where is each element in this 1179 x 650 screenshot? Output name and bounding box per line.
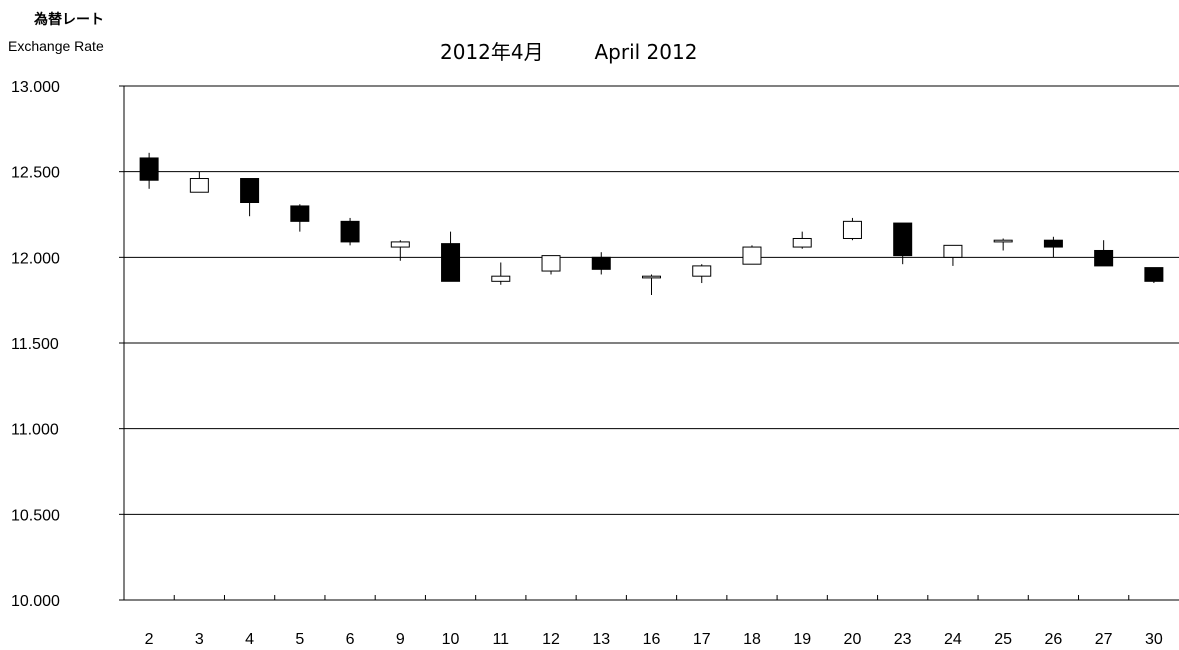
candle-body-up <box>692 265 712 277</box>
y-axis-label-japanese: 為替レート <box>34 12 104 28</box>
y-tick-label: 13.000 <box>11 79 60 96</box>
candle-body-down <box>139 157 159 181</box>
chart-title-english: April 2012 <box>594 40 698 64</box>
candle-body-down <box>1043 239 1063 248</box>
candle-body-up <box>541 255 561 272</box>
x-tick-label: 16 <box>643 631 661 648</box>
candle-body-down <box>290 205 310 222</box>
x-tick-label: 11 <box>492 631 509 648</box>
candle-body-up <box>189 178 209 193</box>
candle-body-up <box>842 220 862 239</box>
x-tick-label: 9 <box>396 631 405 648</box>
y-tick-label: 12.500 <box>11 165 60 182</box>
x-tick-label: 23 <box>894 631 912 648</box>
x-tick-label: 19 <box>793 631 811 648</box>
candle-body-up <box>390 241 410 248</box>
x-tick-label: 13 <box>592 631 610 648</box>
candle-body-up <box>993 239 1013 243</box>
candle-body-down <box>1144 267 1164 282</box>
x-tick-label: 20 <box>844 631 862 648</box>
x-tick-label: 27 <box>1095 631 1113 648</box>
candle-body-up <box>491 275 511 282</box>
y-axis-label-english: Exchange Rate <box>8 38 104 54</box>
x-tick-label: 30 <box>1145 631 1163 648</box>
y-tick-label: 10.000 <box>11 593 60 610</box>
candle-body-down <box>340 220 360 243</box>
y-tick-label: 10.500 <box>11 507 60 524</box>
x-tick-label: 26 <box>1045 631 1063 648</box>
x-tick-label: 25 <box>994 631 1012 648</box>
x-tick-label: 18 <box>743 631 761 648</box>
y-tick-label: 11.000 <box>11 422 59 439</box>
x-tick-label: 4 <box>245 631 254 648</box>
x-tick-label: 12 <box>542 631 560 648</box>
y-tick-label: 11.500 <box>11 336 59 353</box>
x-tick-label: 3 <box>195 631 204 648</box>
x-tick-label: 6 <box>346 631 355 648</box>
x-tick-label: 17 <box>693 631 711 648</box>
x-tick-label: 24 <box>944 631 962 648</box>
candle-body-down <box>591 256 611 270</box>
candle-body-down <box>1094 249 1114 267</box>
candle-body-up <box>943 244 963 258</box>
chart-title: 2012年4月 April 2012 <box>440 36 697 65</box>
candle-body-down <box>893 222 913 257</box>
x-tick-label: 10 <box>442 631 460 648</box>
candle-body-down <box>441 243 461 282</box>
candle-body-down <box>240 178 260 204</box>
x-tick-label: 2 <box>145 631 154 648</box>
x-tick-label: 5 <box>295 631 304 648</box>
candle-body-up <box>792 237 812 248</box>
candle-body-up <box>642 275 661 279</box>
candle-body-up <box>742 246 762 265</box>
chart-title-japanese: 2012年4月 <box>440 40 544 64</box>
y-tick-label: 12.000 <box>11 250 60 267</box>
